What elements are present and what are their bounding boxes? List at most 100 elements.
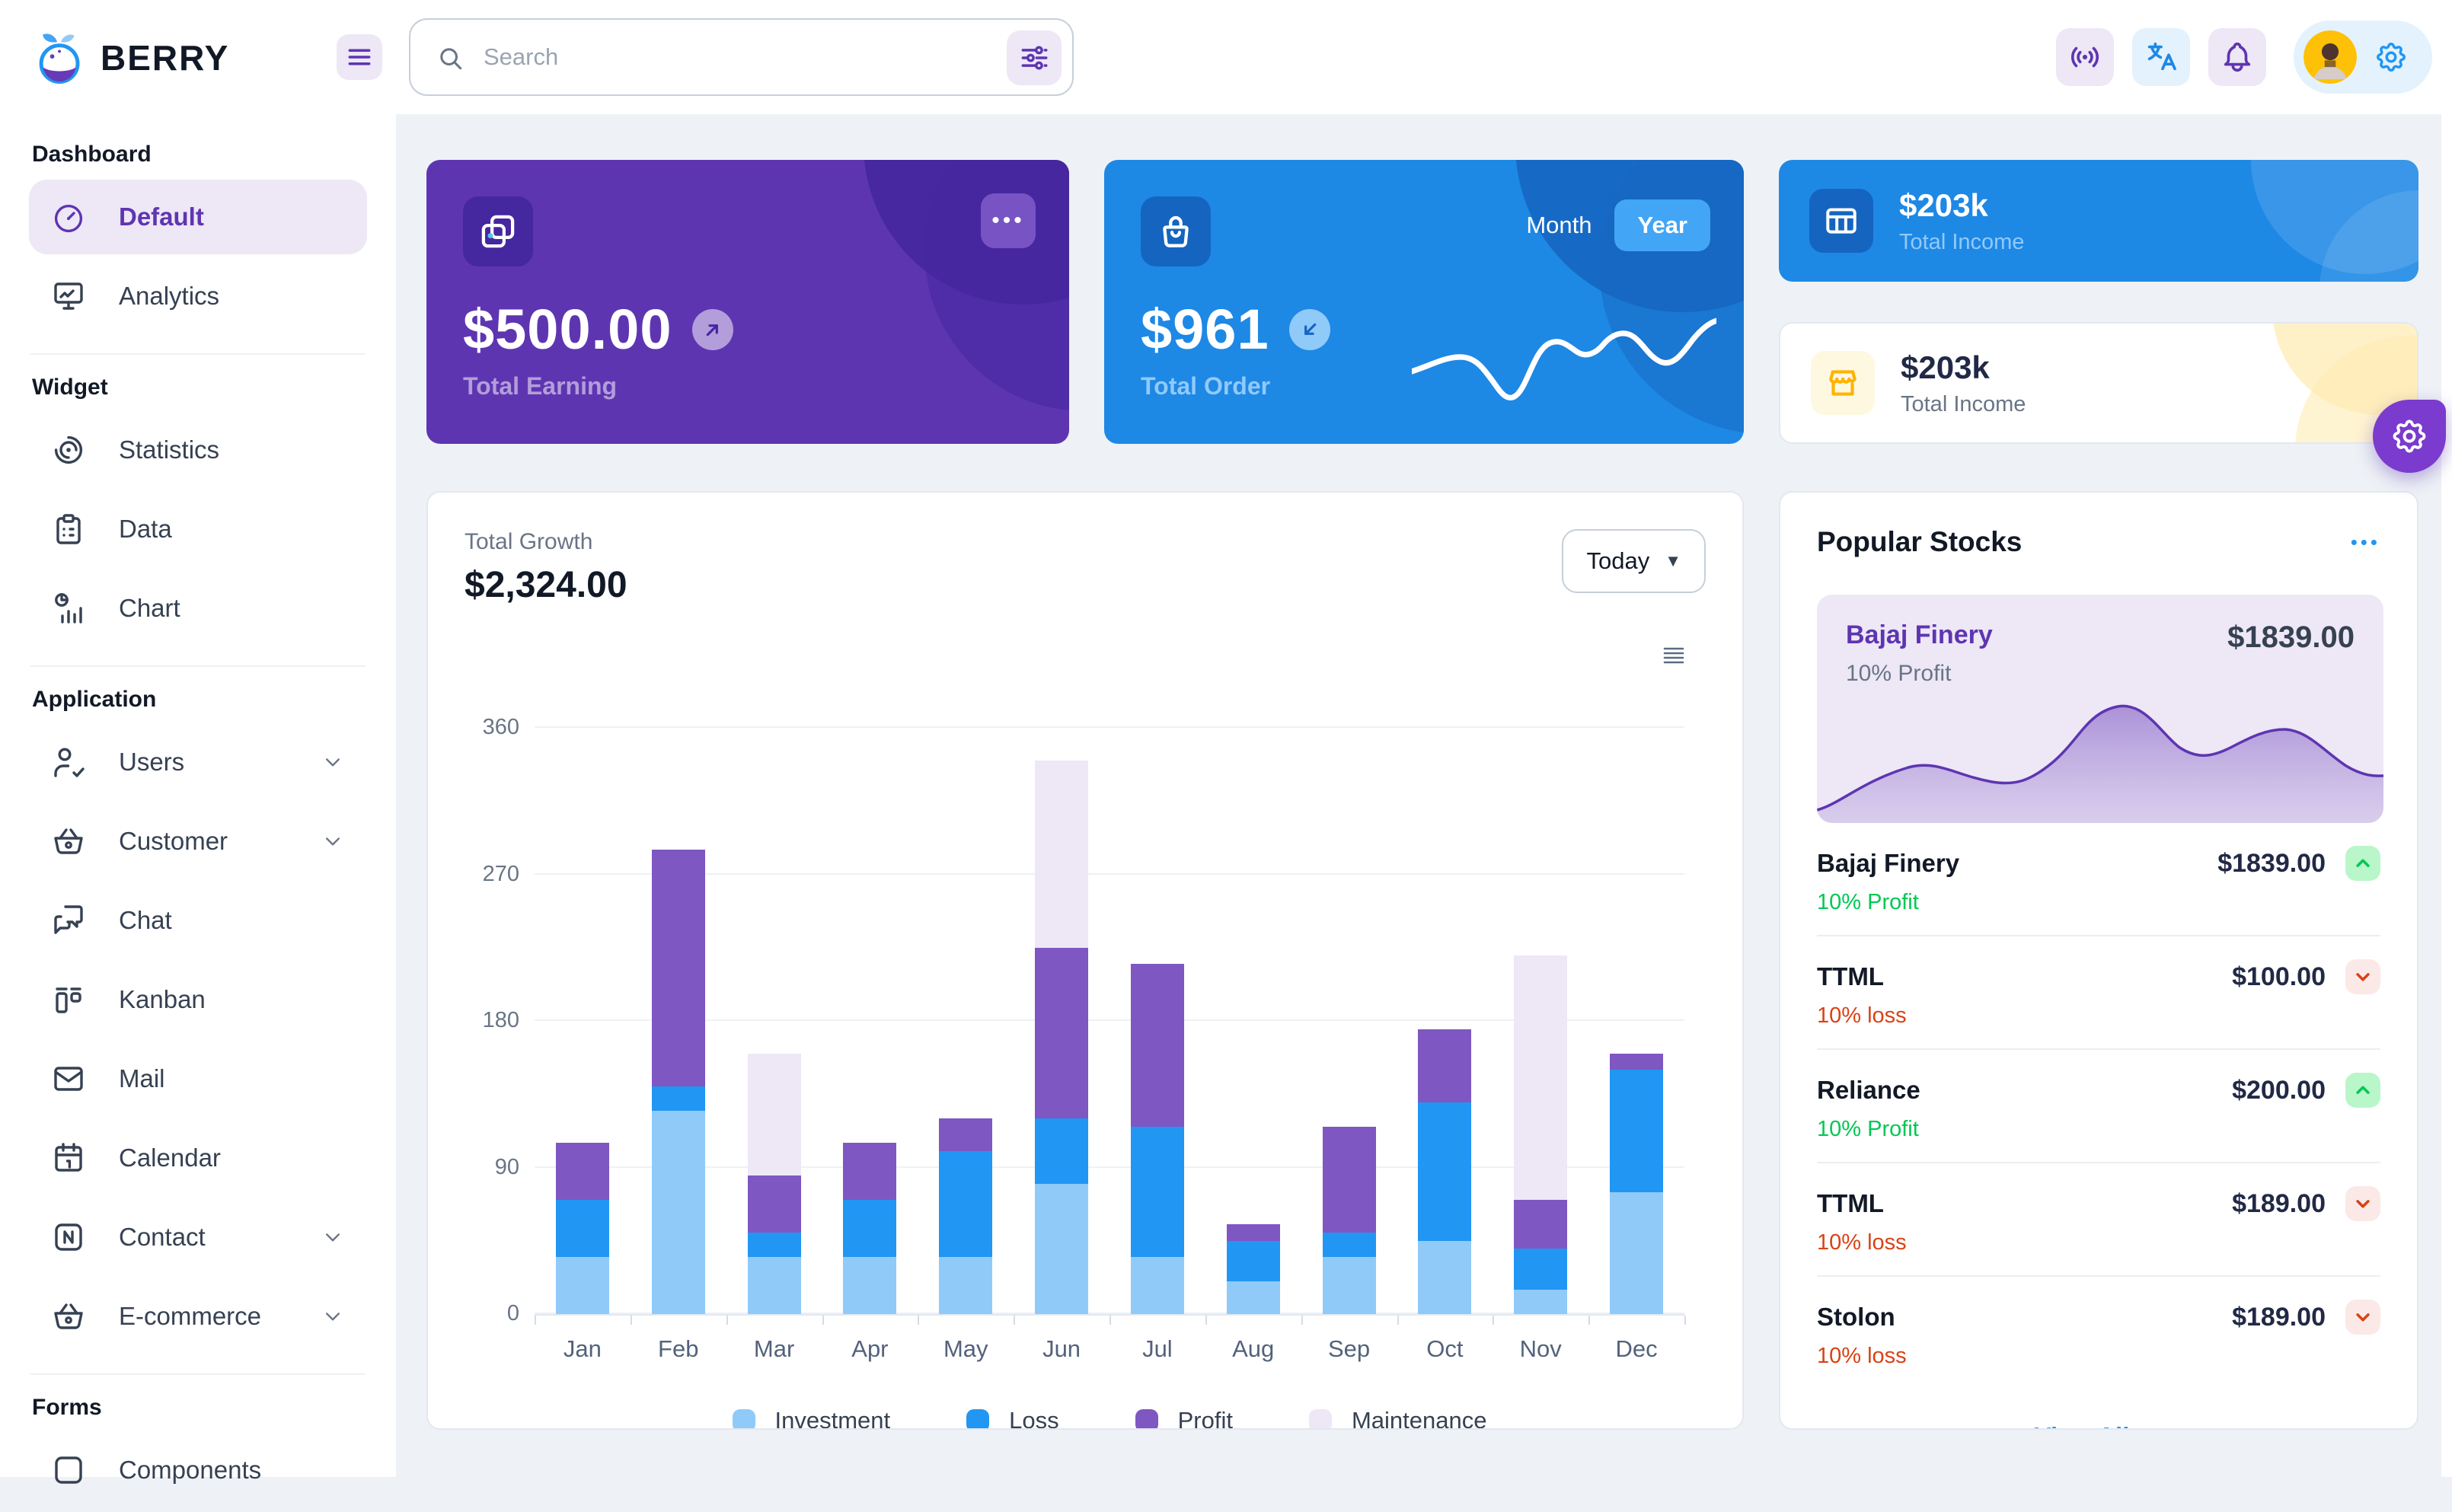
- bar-segment-investment: [843, 1257, 897, 1314]
- bar-dec[interactable]: [1610, 1053, 1664, 1314]
- earning-card-menu-button[interactable]: •••: [981, 193, 1036, 248]
- sidebar-item-e-commerce[interactable]: E-commerce: [29, 1279, 367, 1354]
- shopping-bag-icon: [1141, 196, 1211, 266]
- sidebar-item-components[interactable]: Components: [29, 1433, 367, 1507]
- y-axis-tick-label: 90: [494, 1154, 519, 1179]
- sidebar-item-users[interactable]: Users: [29, 725, 367, 799]
- legend-item-loss[interactable]: Loss: [966, 1407, 1059, 1430]
- bar-nov[interactable]: [1514, 955, 1568, 1314]
- mail-icon: [50, 1061, 87, 1097]
- bar-sep[interactable]: [1322, 1127, 1376, 1314]
- legend-item-maintenance[interactable]: Maintenance: [1308, 1407, 1486, 1428]
- scrollbar[interactable]: [2441, 0, 2452, 1477]
- trend-down-badge: [1288, 308, 1330, 350]
- customize-fab-button[interactable]: [2373, 400, 2446, 473]
- bar-mar[interactable]: [747, 1053, 801, 1314]
- sidebar-item-contact[interactable]: Contact: [29, 1200, 367, 1274]
- sidebar-item-analytics[interactable]: Analytics: [29, 259, 367, 333]
- storefront-icon: [1811, 351, 1875, 415]
- stock-price: $189.00: [2232, 1188, 2326, 1218]
- y-axis-tick-label: 180: [482, 1008, 519, 1032]
- sidebar-item-default[interactable]: Default: [29, 180, 367, 254]
- total-income-card-primary: $203k Total Income: [1779, 160, 2418, 282]
- toggle-option-month[interactable]: Month: [1526, 212, 1592, 238]
- sidebar-item-mail[interactable]: Mail: [29, 1041, 367, 1116]
- bar-jul[interactable]: [1130, 964, 1184, 1314]
- x-axis-label: Nov: [1519, 1335, 1562, 1362]
- x-axis-tick: [535, 1316, 536, 1325]
- language-button[interactable]: [2132, 28, 2190, 86]
- sidebar-item-kanban[interactable]: Kanban: [29, 962, 367, 1037]
- bar-may[interactable]: [939, 1118, 993, 1314]
- ecommerce-icon: [50, 1298, 87, 1335]
- profile-menu-button[interactable]: [2294, 21, 2432, 94]
- gridline: [535, 1019, 1684, 1021]
- y-axis-tick-label: 270: [482, 861, 519, 886]
- sidebar-item-calendar[interactable]: Calendar: [29, 1121, 367, 1195]
- sidebar-item-chart[interactable]: Chart: [29, 571, 367, 646]
- stock-price: $1839.00: [2217, 848, 2326, 878]
- notifications-button[interactable]: [2208, 28, 2266, 86]
- sidebar-item-chat[interactable]: Chat: [29, 883, 367, 958]
- sidebar-item-customer[interactable]: Customer: [29, 804, 367, 879]
- stock-name: Stolon: [1817, 1303, 1895, 1331]
- bar-segment-profit: [651, 850, 705, 1086]
- legend-label: Loss: [1009, 1407, 1059, 1430]
- bar-segment-investment: [1035, 1183, 1089, 1314]
- trend-down-badge: [2345, 1300, 2380, 1335]
- stock-row-stolon-4[interactable]: Stolon $189.00 10% loss: [1817, 1277, 2380, 1389]
- bar-segment-profit: [555, 1143, 609, 1201]
- gridline: [535, 1313, 1684, 1314]
- trend-up-badge: [691, 308, 733, 350]
- search-settings-button[interactable]: [1007, 30, 1062, 85]
- stock-highlight-card[interactable]: Bajaj Finery 10% Profit $1839.00: [1817, 595, 2383, 823]
- stock-row-ttml-3[interactable]: TTML $189.00 10% loss: [1817, 1163, 2380, 1277]
- bar-oct[interactable]: [1418, 1029, 1472, 1314]
- search-input[interactable]: [484, 21, 963, 93]
- legend-item-profit[interactable]: Profit: [1135, 1407, 1233, 1428]
- period-select-value: Today: [1586, 547, 1650, 574]
- total-earning-value: $500.00: [463, 298, 672, 361]
- legend-swatch: [1135, 1409, 1158, 1428]
- toggle-option-year[interactable]: Year: [1614, 199, 1710, 251]
- view-all-link[interactable]: View All: [1817, 1422, 2380, 1428]
- legend-swatch: [732, 1409, 755, 1428]
- bar-jun[interactable]: [1035, 760, 1089, 1314]
- legend-item-investment[interactable]: Investment: [732, 1407, 890, 1428]
- x-axis-label: Sep: [1327, 1335, 1371, 1362]
- stock-row-ttml-1[interactable]: TTML $100.00 10% loss: [1817, 936, 2380, 1050]
- chevron-down-icon: [320, 1303, 346, 1329]
- sidebar-item-data[interactable]: Data: [29, 492, 367, 566]
- stocks-menu-button[interactable]: •••: [2350, 530, 2380, 553]
- bar-segment-profit: [1610, 1053, 1664, 1070]
- chart-menu-button[interactable]: [1660, 642, 1687, 669]
- brand[interactable]: BERRY: [34, 29, 229, 87]
- bar-jan[interactable]: [555, 1143, 609, 1314]
- trend-up-badge: [2345, 1073, 2380, 1108]
- total-earning-card: ••• $500.00 Total Earning: [426, 160, 1069, 444]
- sidebar-item-label: Data: [119, 515, 172, 543]
- bar-aug[interactable]: [1226, 1224, 1280, 1314]
- period-select[interactable]: Today ▼: [1562, 529, 1706, 593]
- x-axis-label: Oct: [1426, 1335, 1464, 1362]
- bar-segment-loss: [1418, 1102, 1472, 1241]
- bar-segment-investment: [1610, 1191, 1664, 1314]
- trend-down-badge: [2345, 959, 2380, 994]
- chevron-down-icon: [320, 828, 346, 854]
- x-axis-tick: [726, 1316, 728, 1325]
- stock-row-bajaj-finery-0[interactable]: Bajaj Finery $1839.00 10% Profit: [1817, 823, 2380, 936]
- stock-price: $100.00: [2232, 962, 2326, 991]
- sidebar-item-statistics[interactable]: Statistics: [29, 413, 367, 487]
- x-axis-tick: [1684, 1316, 1686, 1325]
- live-notifications-button[interactable]: [2056, 28, 2114, 86]
- components-icon: [50, 1452, 87, 1488]
- bar-segment-profit: [747, 1175, 801, 1233]
- stock-row-reliance-2[interactable]: Reliance $200.00 10% Profit: [1817, 1050, 2380, 1163]
- menu-toggle-button[interactable]: [337, 34, 382, 80]
- sidebar-item-label: Contact: [119, 1223, 206, 1251]
- bar-apr[interactable]: [843, 1143, 897, 1314]
- bar-feb[interactable]: [651, 850, 705, 1314]
- x-axis-label: Aug: [1232, 1335, 1275, 1362]
- stock-name: TTML: [1817, 962, 1884, 990]
- bar-segment-profit: [1226, 1224, 1280, 1241]
